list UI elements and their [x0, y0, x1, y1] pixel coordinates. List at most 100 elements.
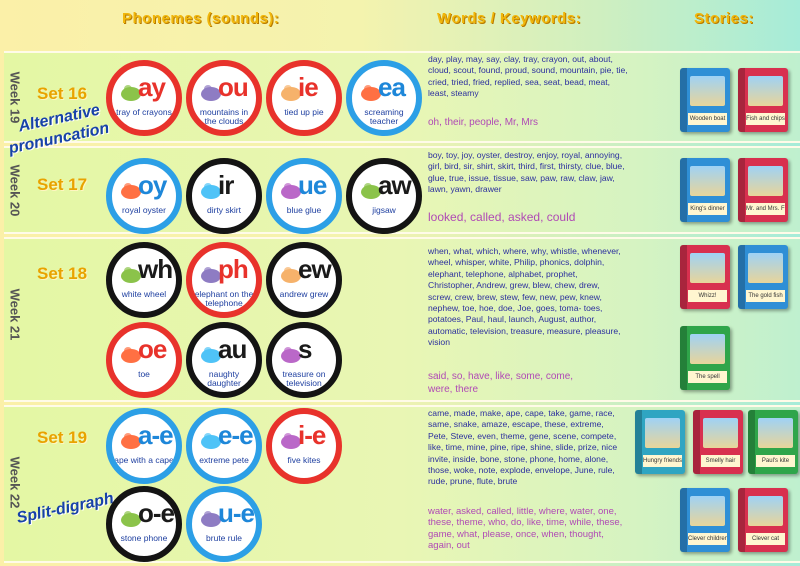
- phoneme-card-ue: ue blue glue: [266, 158, 342, 234]
- week-label-21: Week 21: [7, 288, 23, 341]
- phoneme-card-oe: oe toe: [106, 322, 182, 398]
- phoneme-card-ay: ay tray of crayons: [106, 60, 182, 136]
- book-cover-art: [748, 253, 783, 283]
- girl-icon: [200, 344, 222, 364]
- story-book[interactable]: King's dinner: [680, 158, 730, 222]
- book-spine: [738, 488, 745, 552]
- story-book[interactable]: Paul's kite: [748, 410, 798, 474]
- phoneme-card-ea: ea screaming teacher: [346, 60, 422, 136]
- foot-icon: [120, 344, 142, 364]
- phone-icon: [120, 508, 142, 528]
- phoneme-sound: au: [218, 334, 247, 364]
- book-spine: [738, 158, 745, 222]
- story-book[interactable]: Fish and chips: [738, 68, 788, 132]
- phoneme-caption: ape with a cape: [114, 455, 174, 465]
- phoneme-sound: ir: [218, 170, 234, 200]
- book-title: Hungry friends: [643, 455, 682, 467]
- phoneme-caption: five kites: [287, 455, 321, 465]
- phoneme-sound: s: [298, 334, 312, 364]
- words-set-16: day, play, may, say, clay, tray, crayon,…: [428, 54, 628, 99]
- phoneme-caption: screaming teacher: [364, 107, 404, 127]
- book-title: Whizz!: [688, 290, 727, 302]
- phoneme-caption: toe: [138, 369, 150, 379]
- brute-icon: [200, 508, 222, 528]
- phoneme-sound: ay: [138, 72, 166, 102]
- phoneme-card-o-e: o-e stone phone: [106, 486, 182, 562]
- story-book[interactable]: Mr. and Mrs. Fish: [738, 158, 788, 222]
- book-spine: [693, 410, 700, 474]
- book-cover-art: [690, 76, 725, 106]
- week-label-20: Week 20: [7, 164, 23, 217]
- story-book[interactable]: Whizz!: [680, 245, 730, 309]
- book-spine: [680, 326, 687, 390]
- book-cover-art: [690, 253, 725, 283]
- phoneme-caption: elephant on the telephone: [194, 289, 254, 309]
- book-cover-art: [703, 418, 738, 448]
- book-title: Paul's kite: [756, 455, 795, 467]
- story-book[interactable]: Clever children: [680, 488, 730, 552]
- story-book[interactable]: Smelly hair: [693, 410, 743, 474]
- television-icon: [280, 344, 302, 364]
- pie-icon: [280, 82, 302, 102]
- stories-header: Stories:: [694, 10, 754, 27]
- phoneme-caption: royal oyster: [122, 205, 166, 215]
- words-set-19: came, made, make, ape, cape, take, game,…: [428, 408, 618, 487]
- phoneme-sound: aw: [378, 170, 412, 200]
- book-title: King's dinner: [688, 203, 727, 215]
- tricky-words-set-17: looked, called, asked, could: [428, 210, 576, 224]
- phoneme-caption: extreme pete: [199, 455, 249, 465]
- phoneme-caption: andrew grew: [279, 289, 329, 299]
- phoneme-sound: ou: [218, 72, 249, 102]
- pete-icon: [200, 430, 222, 450]
- phoneme-card-ew: ew andrew grew: [266, 242, 342, 318]
- phoneme-caption: mountains in the clouds: [199, 107, 249, 127]
- oyster-icon: [120, 180, 142, 200]
- ape-icon: [120, 430, 142, 450]
- book-title: The gold fish: [746, 290, 785, 302]
- phoneme-card-ou: ou mountains in the clouds: [186, 60, 262, 136]
- book-spine: [680, 245, 687, 309]
- book-title: Wooden boat: [688, 113, 727, 125]
- phoneme-card-aw: aw jigsaw: [346, 158, 422, 234]
- phoneme-caption: naughty daughter: [207, 369, 241, 389]
- phoneme-caption: dirty skirt: [207, 205, 241, 215]
- book-cover-art: [690, 496, 725, 526]
- story-book[interactable]: Clever cat: [738, 488, 788, 552]
- book-spine: [680, 488, 687, 552]
- phoneme-sound: oe: [138, 334, 167, 364]
- story-book[interactable]: Hungry friends: [635, 410, 685, 474]
- book-title: Fish and chips: [746, 113, 785, 125]
- tricky-words-set-19: water, asked, called, little, where, wat…: [428, 506, 623, 552]
- phoneme-sound: a-e: [138, 420, 174, 450]
- phonemes-header: Phonemes (sounds):: [122, 10, 280, 27]
- phoneme-caption: tied up pie: [284, 107, 324, 117]
- book-spine: [680, 158, 687, 222]
- story-book[interactable]: Wooden boat: [680, 68, 730, 132]
- phoneme-card-i-e: i-e five kites: [266, 408, 342, 484]
- book-title: Clever cat: [746, 533, 785, 545]
- phoneme-sound: ea: [378, 72, 406, 102]
- phoneme-card-ph: ph elephant on the telephone: [186, 242, 262, 318]
- book-cover-art: [748, 496, 783, 526]
- book-spine: [680, 68, 687, 132]
- phoneme-sound: ph: [218, 254, 249, 284]
- story-book[interactable]: The spell: [680, 326, 730, 390]
- phoneme-sound: ew: [298, 254, 332, 284]
- book-spine: [738, 245, 745, 309]
- story-book[interactable]: The gold fish: [738, 245, 788, 309]
- elephant-icon: [200, 264, 222, 284]
- glue-icon: [280, 180, 302, 200]
- book-cover-art: [748, 76, 783, 106]
- book-cover-art: [645, 418, 680, 448]
- phoneme-card-oy: oy royal oyster: [106, 158, 182, 234]
- phoneme-card-ie: ie tied up pie: [266, 60, 342, 136]
- boy-icon: [280, 264, 302, 284]
- phoneme-card-s: s treasure on television: [266, 322, 342, 398]
- phoneme-card-wh: wh white wheel: [106, 242, 182, 318]
- phoneme-card-a-e: a-e ape with a cape: [106, 408, 182, 484]
- mountain-icon: [200, 82, 222, 102]
- jigsaw-icon: [360, 180, 382, 200]
- words-set-17: boy, toy, joy, oyster, destroy, enjoy, r…: [428, 150, 625, 195]
- book-spine: [635, 410, 642, 474]
- book-title: Mr. and Mrs. Fish: [746, 203, 785, 215]
